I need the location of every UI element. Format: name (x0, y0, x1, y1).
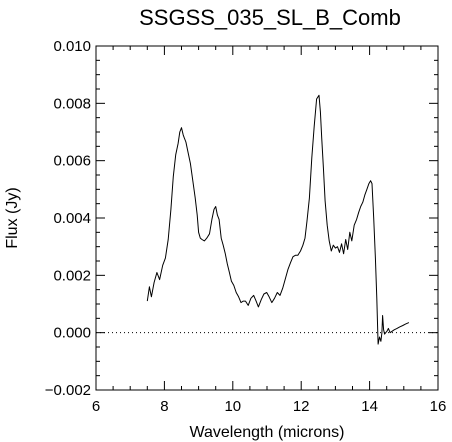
y-axis-label: Flux (Jy) (4, 187, 21, 248)
x-tick-label: 16 (430, 398, 447, 415)
y-tick-label: 0.008 (53, 95, 91, 112)
chart-title: SSGSS_035_SL_B_Comb (139, 5, 401, 30)
x-tick-label: 8 (160, 398, 168, 415)
series-group (146, 94, 410, 345)
y-tick-label: 0.002 (53, 267, 91, 284)
axis-ticks: 6 8 10 12 14 16 −0.002 0.000 0.002 0.004 0.006 0.00… (45, 38, 447, 415)
y-tick-label: 0.000 (53, 325, 91, 342)
y-tick-label: 0.010 (53, 38, 91, 55)
flux-spectrum-line (146, 94, 410, 345)
x-tick-label: 14 (361, 398, 378, 415)
plot-frame (95, 45, 439, 391)
x-axis-label: Wavelength (microns) (189, 424, 344, 441)
x-tick-label: 10 (224, 398, 241, 415)
x-tick-label: 6 (92, 398, 100, 415)
x-tick-label: 12 (293, 398, 310, 415)
y-tick-label: 0.006 (53, 153, 91, 170)
y-tick-label: 0.004 (53, 210, 91, 227)
y-tick-label: −0.002 (45, 382, 91, 399)
